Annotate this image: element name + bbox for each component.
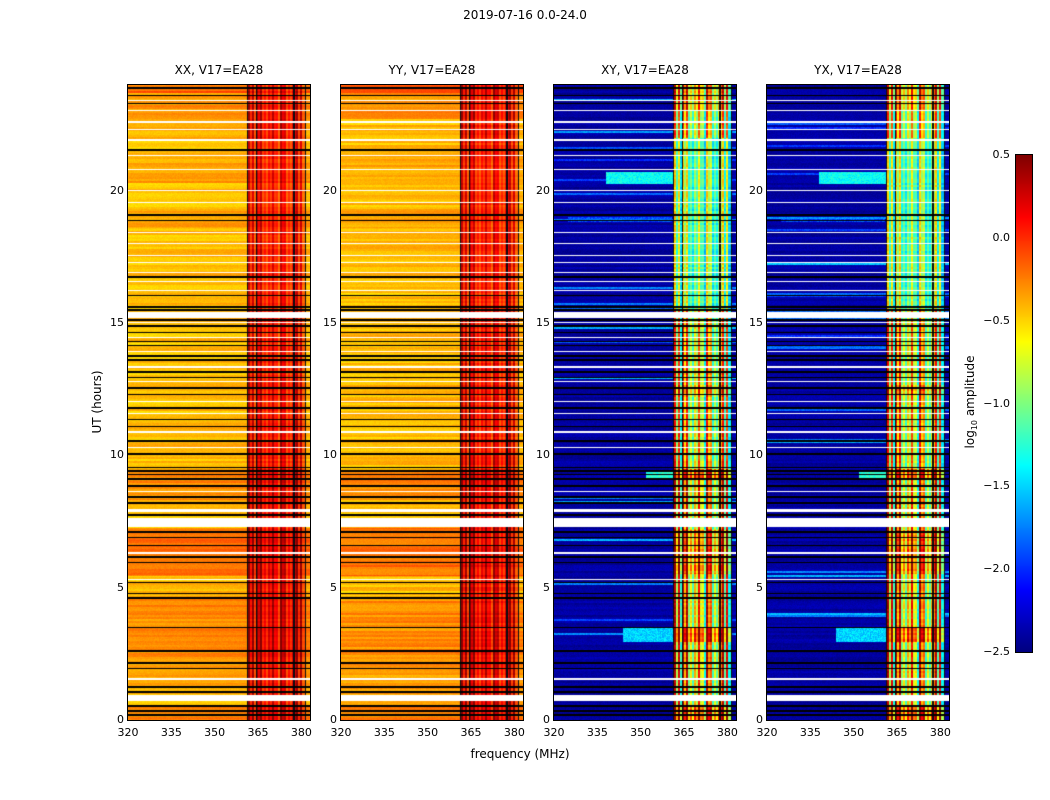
x-tick-label: 365 <box>673 726 695 739</box>
x-tick-label: 320 <box>330 726 352 739</box>
y-tick-label: 20 <box>536 183 550 197</box>
colorbar-label-suffix: amplitude <box>962 355 977 420</box>
x-tick-label: 380 <box>716 726 738 739</box>
colorbar-tick-label: −1.0 <box>983 396 1010 410</box>
y-tick-label: 5 <box>756 580 763 594</box>
y-tick-label: 15 <box>536 316 550 330</box>
x-tick-label: 350 <box>204 726 226 739</box>
x-tick-label: 365 <box>460 726 482 739</box>
y-tick-label: 10 <box>536 448 550 462</box>
y-tick-label: 0 <box>117 713 124 726</box>
y-tick-label: 10 <box>749 448 763 462</box>
x-tick-label: 380 <box>290 726 312 739</box>
y-tick-label: 5 <box>543 580 550 594</box>
x-tick-label: 350 <box>417 726 439 739</box>
colorbar-label: log10 amplitude <box>963 356 979 449</box>
x-tick-label: 350 <box>843 726 865 739</box>
panel-title-yy: YY, V17=EA28 <box>388 63 476 77</box>
panel-title-xx: XX, V17=EA28 <box>174 63 264 77</box>
y-tick-label: 15 <box>749 316 763 330</box>
x-tick-label: 320 <box>117 726 139 739</box>
heatmap-yy <box>340 84 524 721</box>
x-axis-label: frequency (MHz) <box>470 747 570 761</box>
heatmap-yx <box>766 84 950 721</box>
x-tick-label: 365 <box>886 726 908 739</box>
y-tick-label: 15 <box>323 316 337 330</box>
panel-title-xy: XY, V17=EA28 <box>601 63 689 77</box>
figure-title: 2019-07-16 0.0-24.0 <box>463 8 587 22</box>
y-tick-label: 5 <box>117 580 124 594</box>
heatmap-xx <box>127 84 311 721</box>
x-tick-label: 350 <box>630 726 652 739</box>
colorbar-tick-label: 0.5 <box>992 148 1011 161</box>
x-tick-label: 365 <box>247 726 269 739</box>
y-tick-label: 5 <box>330 580 337 594</box>
y-tick-label: 0 <box>330 713 337 726</box>
y-tick-label: 20 <box>323 183 337 197</box>
y-tick-label: 10 <box>323 448 337 462</box>
colorbar-label-prefix: log <box>962 430 977 449</box>
panel-title-yx: YX, V17=EA28 <box>814 63 902 77</box>
x-tick-label: 335 <box>799 726 821 739</box>
colorbar <box>1015 154 1033 653</box>
y-axis-label: UT (hours) <box>90 370 104 434</box>
colorbar-tick-label: −2.5 <box>983 645 1010 658</box>
x-tick-label: 335 <box>586 726 608 739</box>
colorbar-tick-label: −1.5 <box>983 479 1010 493</box>
colorbar-tick-label: −0.5 <box>983 313 1010 327</box>
x-tick-label: 380 <box>929 726 951 739</box>
y-tick-label: 20 <box>110 183 124 197</box>
colorbar-tick-label: 0.0 <box>992 230 1011 244</box>
x-tick-label: 335 <box>373 726 395 739</box>
y-tick-label: 20 <box>749 183 763 197</box>
y-tick-label: 0 <box>756 713 763 726</box>
y-tick-label: 0 <box>543 713 550 726</box>
colorbar-tick-label: −2.0 <box>983 562 1010 576</box>
x-tick-label: 380 <box>503 726 525 739</box>
x-tick-label: 320 <box>543 726 565 739</box>
x-tick-label: 335 <box>160 726 182 739</box>
y-tick-label: 10 <box>110 448 124 462</box>
y-tick-label: 15 <box>110 316 124 330</box>
x-tick-label: 320 <box>756 726 778 739</box>
heatmap-xy <box>553 84 737 721</box>
colorbar-label-subscript: 10 <box>970 419 980 431</box>
